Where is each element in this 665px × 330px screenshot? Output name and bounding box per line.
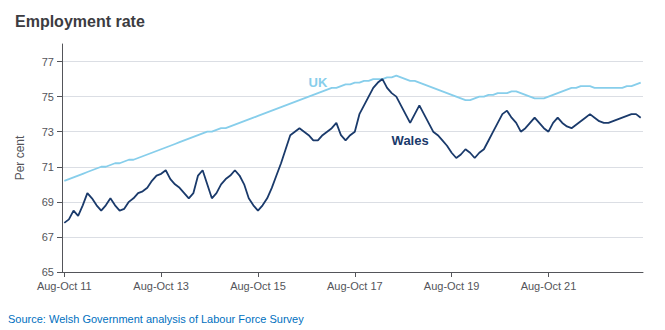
- svg-text:Aug-Oct 19: Aug-Oct 19: [424, 280, 480, 292]
- svg-text:69: 69: [42, 196, 54, 208]
- svg-text:UK: UK: [309, 75, 328, 90]
- svg-text:75: 75: [42, 91, 54, 103]
- svg-text:Aug-Oct 17: Aug-Oct 17: [327, 280, 383, 292]
- svg-text:Wales: Wales: [392, 133, 429, 148]
- svg-text:Aug-Oct 21: Aug-Oct 21: [521, 280, 577, 292]
- svg-text:67: 67: [42, 231, 54, 243]
- svg-text:73: 73: [42, 126, 54, 138]
- svg-text:Per cent: Per cent: [13, 135, 27, 180]
- svg-text:65: 65: [42, 266, 54, 278]
- svg-text:Aug-Oct 15: Aug-Oct 15: [230, 280, 286, 292]
- svg-text:Aug-Oct 11: Aug-Oct 11: [37, 280, 92, 292]
- svg-text:Aug-Oct 13: Aug-Oct 13: [133, 280, 189, 292]
- svg-text:77: 77: [42, 56, 54, 68]
- svg-text:Source: Welsh Government analy: Source: Welsh Government analysis of Lab…: [8, 313, 304, 325]
- svg-text:71: 71: [42, 161, 54, 173]
- svg-text:Employment rate: Employment rate: [15, 13, 145, 30]
